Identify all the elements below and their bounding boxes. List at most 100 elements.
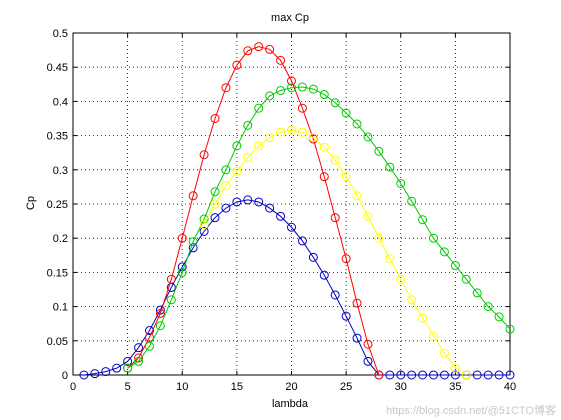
data-point [439, 348, 449, 358]
data-point [199, 226, 209, 236]
data-point [396, 274, 406, 284]
data-point [352, 191, 362, 201]
data-point [254, 141, 264, 151]
x-tick-label: 30 [395, 381, 407, 393]
data-point [330, 98, 340, 108]
data-point [155, 321, 165, 331]
x-tick-label: 40 [504, 381, 516, 393]
data-point [232, 60, 242, 70]
data-point [450, 363, 460, 373]
data-point [418, 215, 428, 225]
data-point [461, 274, 471, 284]
data-point [407, 196, 417, 206]
data-point [494, 370, 504, 380]
data-point [177, 267, 187, 277]
data-point [265, 203, 275, 213]
series-line [127, 46, 380, 376]
x-tick-label: 20 [285, 381, 297, 393]
data-point [232, 166, 242, 176]
data-point [221, 83, 231, 93]
data-point [265, 91, 275, 101]
series-line [127, 86, 511, 369]
series-2 [123, 42, 384, 380]
data-point [254, 42, 264, 52]
data-point [287, 125, 296, 135]
x-axis-label: lambda [272, 398, 309, 410]
y-tick-label: 0.5 [53, 28, 68, 40]
data-point [265, 133, 275, 143]
data-point [276, 85, 286, 95]
x-tick-label: 25 [340, 381, 352, 393]
data-point [396, 178, 406, 188]
data-point [505, 370, 515, 380]
data-point [407, 370, 417, 380]
series-1 [79, 195, 515, 380]
data-point [166, 274, 176, 284]
data-point [429, 370, 439, 380]
watermark-text: https://blog.csdn.net/@51CTO博客 [386, 403, 556, 417]
data-point [254, 197, 264, 207]
x-tick-label: 0 [70, 381, 76, 393]
y-tick-label: 0.1 [53, 302, 68, 314]
y-tick-label: 0.05 [47, 336, 68, 348]
data-point [221, 165, 231, 175]
data-point [483, 302, 493, 312]
data-point [243, 195, 253, 205]
tick-labels: 0 5 10 15 20 25 30 35 40 0 0.05 0.1 0.15 0.2 0.25 0.3 0.… [47, 28, 517, 393]
data-point [297, 127, 307, 137]
data-point [363, 356, 373, 366]
data-point [265, 44, 275, 54]
data-point [385, 162, 395, 172]
x-tick-label: 10 [176, 381, 188, 393]
axes [72, 32, 511, 376]
data-point [439, 247, 449, 257]
data-point [155, 308, 165, 318]
data-point [319, 142, 329, 152]
series-layer [79, 42, 515, 380]
data-point [374, 370, 384, 380]
data-point [134, 343, 144, 353]
y-tick-label: 0.2 [53, 233, 68, 245]
data-point [385, 254, 395, 264]
data-point [429, 331, 439, 341]
data-point [308, 133, 318, 143]
data-point [341, 172, 351, 182]
data-point [341, 254, 351, 264]
data-point [450, 370, 460, 380]
data-point [177, 233, 187, 243]
data-point [352, 333, 362, 343]
data-point [188, 191, 198, 201]
data-point [330, 213, 340, 223]
data-point [483, 370, 493, 380]
data-point [144, 326, 154, 336]
data-point [287, 76, 296, 86]
y-tick-label: 0.35 [47, 131, 68, 143]
x-tick-label: 15 [231, 381, 243, 393]
data-point [221, 181, 231, 191]
data-point [199, 214, 209, 224]
data-point [407, 295, 417, 305]
y-tick-label: 0.15 [47, 267, 68, 279]
y-tick-label: 0.45 [47, 62, 68, 74]
data-point [396, 370, 406, 380]
data-point [243, 46, 253, 56]
data-point [472, 370, 482, 380]
data-point [188, 243, 198, 253]
y-tick-label: 0.3 [53, 165, 68, 177]
data-point [188, 237, 198, 247]
grid [73, 33, 510, 375]
data-point [144, 332, 154, 342]
series-4 [199, 125, 471, 380]
chart-title: max Cp [271, 12, 309, 24]
data-point [341, 108, 351, 118]
data-point [341, 311, 351, 321]
data-point [123, 356, 133, 366]
data-point [276, 127, 286, 137]
data-point [297, 236, 307, 246]
data-point [243, 120, 253, 130]
data-point [374, 146, 384, 156]
data-point [254, 103, 264, 113]
data-point [134, 356, 144, 366]
data-point [330, 155, 340, 165]
